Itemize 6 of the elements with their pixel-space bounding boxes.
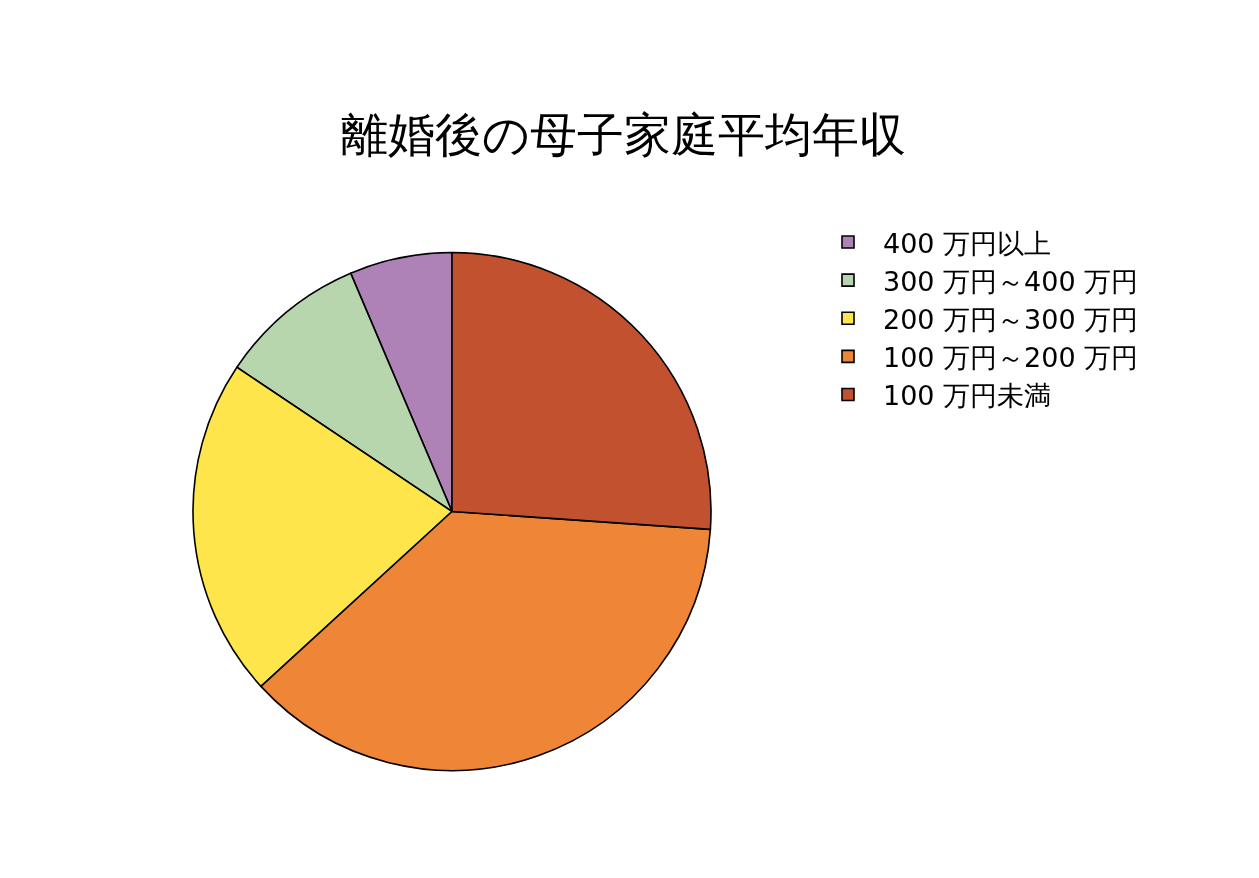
legend-label: 100 万円未満 (883, 379, 1052, 411)
legend-label: 200 万円～300 万円 (883, 303, 1139, 335)
legend-label: 400 万円以上 (883, 227, 1052, 259)
chart-title: 離婚後の母子家庭平均年収 (340, 107, 906, 163)
legend-label: 100 万円～200 万円 (883, 341, 1139, 373)
legend-label: 300 万円～400 万円 (883, 265, 1139, 297)
